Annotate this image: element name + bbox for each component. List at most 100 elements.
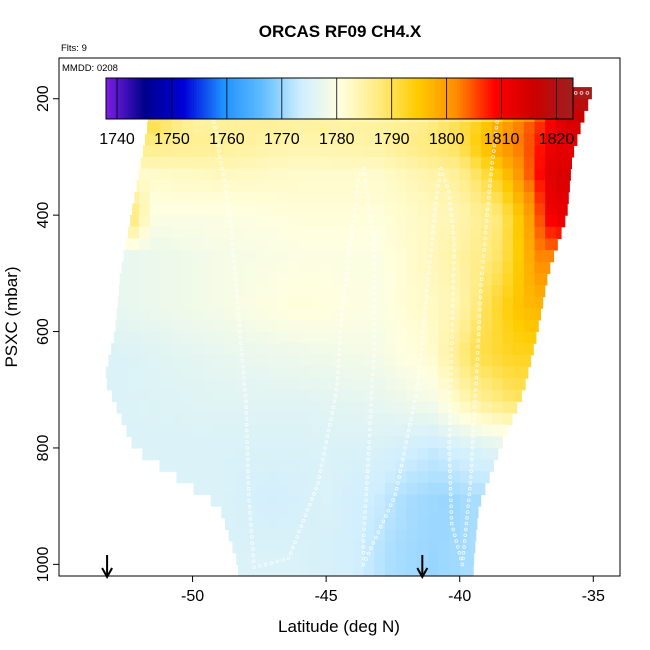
heatmap-cell <box>352 517 365 530</box>
heatmap-cell <box>417 122 429 135</box>
heatmap-cell <box>224 133 236 146</box>
heatmap-cell <box>147 122 151 135</box>
heatmap-cell <box>363 122 375 135</box>
heatmap-cell <box>438 471 450 484</box>
flight-track-point <box>249 522 253 527</box>
flight-track-point <box>573 91 578 95</box>
heatmap-cell <box>384 378 397 391</box>
takeoff-marker-arrowhead <box>101 567 113 580</box>
heatmap-cell <box>352 552 365 565</box>
heatmap-cell <box>278 308 290 321</box>
heatmap-cell <box>224 471 236 484</box>
heatmap-cell <box>577 110 585 123</box>
colorbar-segment <box>375 78 379 119</box>
heatmap-cell <box>459 145 471 158</box>
flight-track-point <box>370 384 374 389</box>
heatmap-cell <box>267 226 279 239</box>
heatmap-cell <box>171 319 183 333</box>
colorbar-segment <box>213 78 217 119</box>
x-axis-label: Latitude (deg N) <box>278 617 400 636</box>
flight-track-point <box>232 265 237 270</box>
heatmap-cell <box>459 215 471 228</box>
heatmap-cell <box>288 552 300 565</box>
heatmap-cell <box>523 191 536 205</box>
heatmap-cell <box>111 389 119 402</box>
heatmap-cell <box>406 203 418 216</box>
heatmap-cell <box>299 552 311 565</box>
heatmap-cell <box>459 250 471 263</box>
flight-track-point <box>342 288 347 293</box>
heatmap-cell <box>406 156 418 170</box>
heatmap-cell <box>181 389 194 402</box>
heatmap-cell <box>438 238 450 251</box>
colorbar-segment <box>457 78 461 119</box>
flight-track-point <box>449 521 454 526</box>
heatmap-cell <box>331 168 343 181</box>
heatmap-cell <box>267 215 279 228</box>
flight-track-point <box>448 469 452 474</box>
heatmap-cell <box>470 226 482 239</box>
heatmap-cell <box>534 133 546 146</box>
heatmap-cell <box>523 145 536 158</box>
flight-track-point <box>493 137 497 142</box>
colorbar-segment <box>347 78 351 119</box>
heatmap-cell <box>320 156 333 170</box>
heatmap-cell <box>545 203 557 216</box>
flight-track-point <box>450 328 454 333</box>
heatmap-cell <box>352 203 365 216</box>
heatmap-cell <box>395 494 407 507</box>
heatmap-cell <box>342 448 354 461</box>
heatmap-cell <box>438 529 450 542</box>
heatmap-cell <box>310 366 322 379</box>
heatmap-cell <box>288 250 300 263</box>
y-tick-label: 200 <box>35 85 52 112</box>
heatmap-cell <box>105 366 108 379</box>
heatmap-cell <box>299 250 311 263</box>
heatmap-cell <box>363 401 375 414</box>
heatmap-cell <box>523 366 529 379</box>
flight-track-point <box>482 248 486 252</box>
flight-track-point <box>372 291 377 296</box>
flight-track-point <box>451 285 456 290</box>
heatmap-cell <box>246 389 258 402</box>
heatmap-cell <box>203 273 215 286</box>
heatmap-cell <box>481 354 493 367</box>
heatmap-cell <box>406 436 418 449</box>
heatmap-cell <box>523 261 536 274</box>
colorbar-segment <box>432 78 437 119</box>
heatmap-cell <box>288 133 300 146</box>
heatmap-cell <box>181 145 194 158</box>
heatmap-cell <box>481 296 493 309</box>
heatmap-cell <box>513 331 525 344</box>
flight-track-point <box>372 298 377 302</box>
flight-track-point <box>329 417 333 421</box>
flight-track-point <box>420 335 425 340</box>
flight-track-point <box>465 515 469 520</box>
colorbar-segment <box>383 78 387 119</box>
heatmap-cell <box>449 156 461 170</box>
colorbar-segment <box>542 78 547 119</box>
flight-track-point <box>467 492 472 497</box>
heatmap-cell <box>577 98 589 111</box>
flight-track-point <box>367 427 372 432</box>
heatmap-cell <box>363 552 375 565</box>
heatmap-cell <box>278 296 290 309</box>
heatmap-cell <box>374 343 386 356</box>
flight-track-point <box>391 498 395 502</box>
heatmap-cell <box>320 448 333 461</box>
heatmap-cell <box>256 215 268 228</box>
flight-track-point <box>464 521 469 526</box>
heatmap-cell <box>181 238 194 251</box>
colorbar-tick-label: 1800 <box>429 131 465 148</box>
heatmap-cell <box>555 203 568 216</box>
heatmap-cell <box>427 191 439 205</box>
heatmap-cell <box>427 296 439 309</box>
heatmap-cell <box>406 285 418 298</box>
heatmap-cell <box>566 168 571 181</box>
flight-track-point <box>340 306 345 311</box>
flight-track-point <box>246 486 251 491</box>
colorbar-segment <box>355 78 360 119</box>
heatmap-cell <box>256 448 268 461</box>
heatmap-cell <box>481 331 493 344</box>
heatmap-cell <box>310 389 322 402</box>
